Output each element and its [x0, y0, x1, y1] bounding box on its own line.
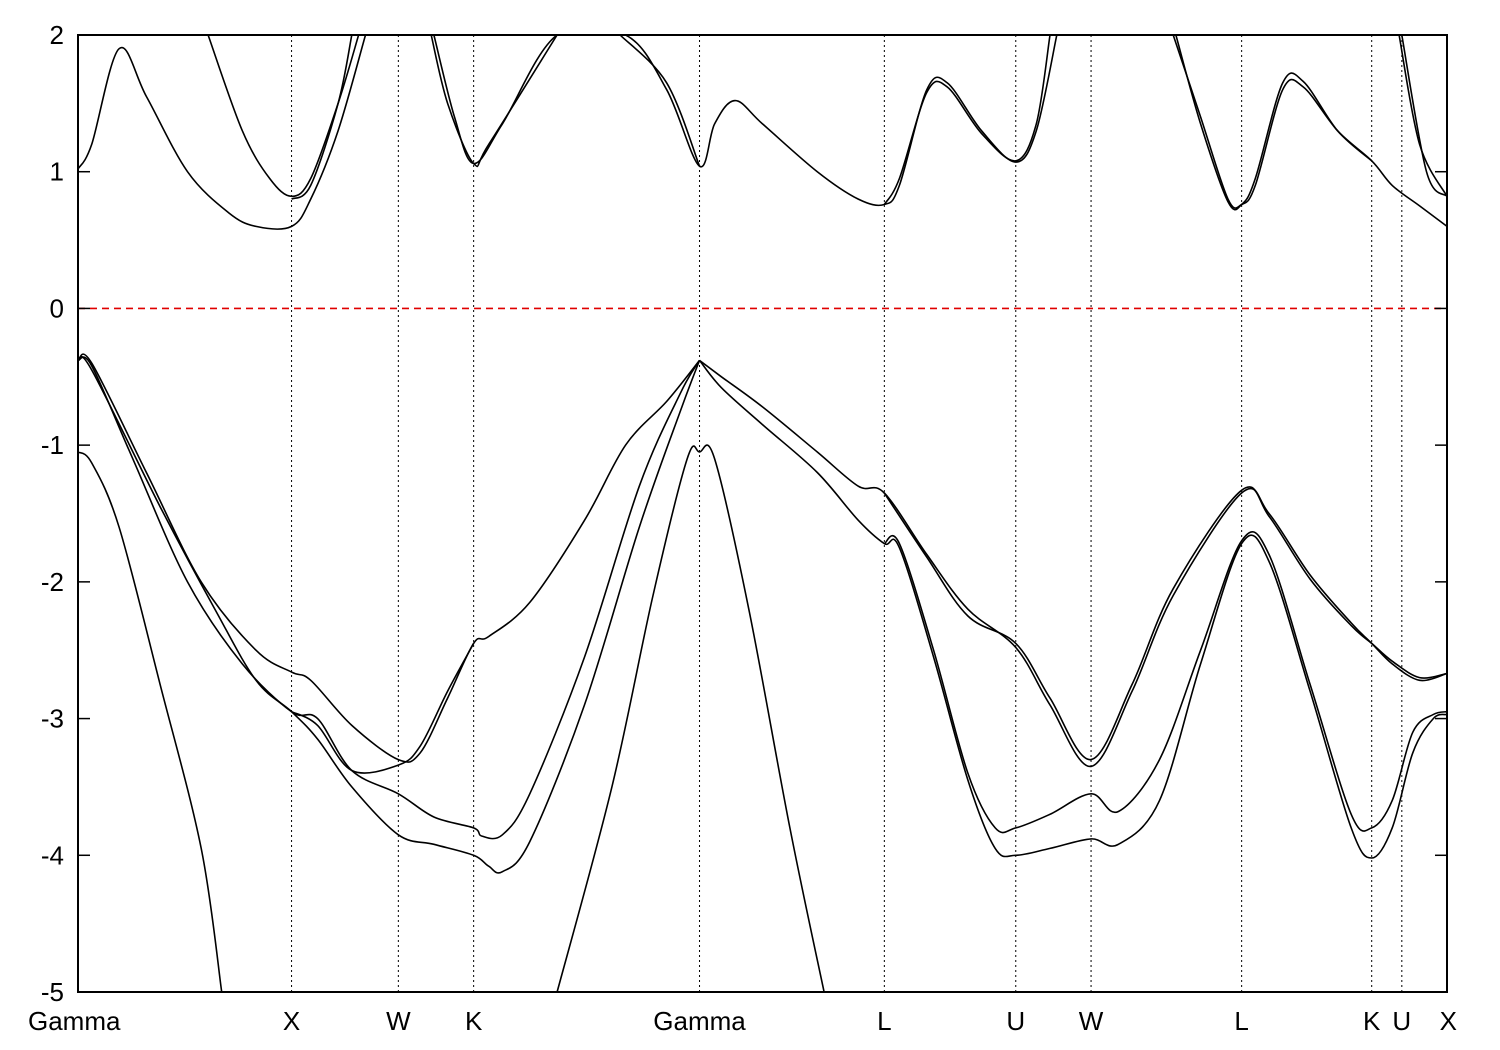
x-tick-label-9: K	[1363, 1006, 1381, 1036]
axes-frame	[77, 34, 1448, 993]
x-tick-label-7: W	[1079, 1006, 1104, 1036]
x-tick-label-5: L	[877, 1006, 891, 1036]
band-line-3	[78, 353, 701, 763]
band-line-16	[619, 35, 701, 167]
y-tick-label: -1	[41, 430, 64, 460]
x-tick-label-2: W	[386, 1006, 411, 1036]
band-line-11	[78, 35, 367, 230]
band-lines	[78, 35, 1447, 992]
x-axis-ticks: Gamma X W K Gamma L U W L K U X	[28, 1006, 1457, 1036]
y-tick-label: -2	[41, 567, 64, 597]
band-line-15	[430, 35, 558, 168]
band-line-21	[1401, 35, 1447, 197]
y-tick-label: -5	[41, 977, 64, 1007]
x-tick-label-3: K	[465, 1006, 483, 1036]
band-line-8	[699, 359, 1447, 768]
band-line-19	[1175, 35, 1373, 211]
band-line-10	[883, 531, 1447, 834]
band-line-4	[78, 355, 701, 874]
y-axis-ticks: 2 1 0 -1 -2 -3 -4 -5	[41, 20, 1447, 1007]
band-line-20	[1398, 35, 1447, 197]
x-tick-label-10: U	[1392, 1006, 1411, 1036]
band-line-6	[556, 444, 825, 992]
band-line-9	[883, 486, 1447, 761]
band-line-13	[291, 35, 353, 200]
band-line-2	[78, 356, 701, 840]
x-tick-label-4: Gamma	[653, 1006, 746, 1036]
band-line-5	[291, 643, 475, 774]
x-tick-label-8: L	[1234, 1006, 1248, 1036]
x-tick-label-11: X	[1440, 1006, 1457, 1036]
plot-frame	[77, 34, 1448, 993]
band-line-14	[433, 35, 1058, 207]
y-tick-label: 0	[50, 293, 64, 323]
x-tick-label-0: Gamma	[28, 1006, 121, 1036]
band-line-17	[883, 35, 1051, 205]
band-line-1	[78, 451, 223, 992]
x-tick-label-6: U	[1006, 1006, 1025, 1036]
y-tick-label: 2	[50, 20, 64, 50]
y-tick-label: -4	[41, 840, 64, 870]
y-tick-label: 1	[50, 157, 64, 187]
y-tick-label: -3	[41, 704, 64, 734]
band-line-18	[1172, 35, 1447, 228]
band-line-7	[698, 359, 1447, 859]
x-tick-label-1: X	[283, 1006, 300, 1036]
